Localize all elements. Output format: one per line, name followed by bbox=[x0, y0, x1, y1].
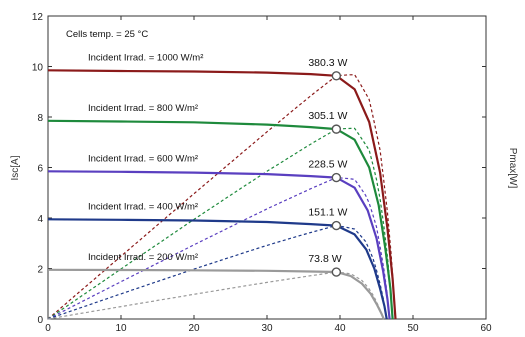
y-tick-label: 8 bbox=[37, 113, 43, 124]
mpp-marker bbox=[331, 220, 342, 231]
pmax-label-600: 228.5 W bbox=[308, 159, 347, 171]
power-curve bbox=[47, 224, 385, 320]
iv-curve bbox=[47, 218, 388, 320]
mpp-marker bbox=[331, 267, 342, 277]
y-tick-label: 12 bbox=[32, 12, 44, 23]
irradiance-label-1000: Incident Irrad. = 1000 W/m² bbox=[88, 52, 203, 63]
iv-curve bbox=[47, 170, 391, 320]
irradiance-label-600: Incident Irrad. = 600 W/m² bbox=[88, 153, 198, 164]
mpp-marker bbox=[331, 172, 342, 183]
cells-temp-note: Cells temp. = 25 °C bbox=[66, 29, 148, 40]
x-tick-label: 40 bbox=[334, 323, 346, 334]
pmax-label-400: 151.1 W bbox=[308, 207, 347, 219]
x-tick-label: 10 bbox=[115, 323, 127, 334]
power-curve bbox=[47, 74, 396, 320]
y-tick-label: 0 bbox=[37, 315, 43, 326]
x-tick-label: 60 bbox=[480, 323, 492, 334]
power-curve bbox=[47, 271, 385, 320]
mpp-marker bbox=[331, 124, 342, 134]
mpp-marker bbox=[331, 71, 342, 81]
irradiance-label-400: Incident Irrad. = 400 W/m² bbox=[88, 201, 198, 212]
pmax-label-1000: 380.3 W bbox=[308, 57, 347, 69]
annotations: Cells temp. = 25 °C Incident Irrad. = 10… bbox=[66, 29, 348, 265]
y-tick-label: 10 bbox=[32, 63, 44, 74]
x-tick-label: 30 bbox=[261, 323, 273, 334]
iv-curve bbox=[47, 69, 397, 320]
max-power-points bbox=[331, 71, 342, 277]
iv-curve bbox=[47, 119, 394, 320]
y-tick-label: 4 bbox=[37, 214, 43, 225]
x-tick-label: 0 bbox=[45, 323, 51, 334]
iv-curve bbox=[47, 268, 385, 320]
y-tick-label: 6 bbox=[37, 164, 43, 175]
axis-ticks: 0 10 20 30 40 50 60 0 2 4 6 8 10 12 bbox=[32, 12, 492, 334]
irradiance-label-200: Incident Irrad. = 200 W/m² bbox=[88, 252, 198, 263]
y-tick-label: 2 bbox=[37, 265, 43, 276]
irradiance-label-800: Incident Irrad. = 800 W/m² bbox=[88, 103, 198, 114]
x-tick-label: 20 bbox=[188, 323, 200, 334]
power-curve bbox=[47, 176, 388, 320]
y-axis-label: Isc[A] bbox=[10, 155, 21, 180]
pmax-label-800: 305.1 W bbox=[308, 110, 347, 122]
y2-axis-label: Pmax[W] bbox=[507, 148, 518, 189]
iv-curves bbox=[47, 69, 397, 320]
pmax-label-200: 73.8 W bbox=[308, 253, 341, 265]
x-tick-label: 50 bbox=[407, 323, 419, 334]
